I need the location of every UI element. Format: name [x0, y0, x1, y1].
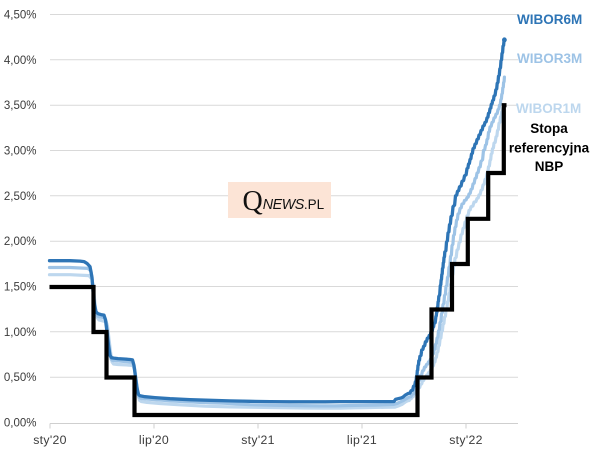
svg-text:lip'20: lip'20 [139, 433, 169, 447]
svg-text:0,00%: 0,00% [4, 418, 37, 430]
svg-text:sty'22: sty'22 [449, 433, 483, 447]
svg-text:4,00%: 4,00% [4, 55, 37, 67]
svg-text:3,00%: 3,00% [4, 146, 37, 158]
svg-text:1,50%: 1,50% [4, 282, 37, 294]
svg-text:WIBOR3M: WIBOR3M [517, 51, 582, 66]
svg-text:WIBOR1M: WIBOR1M [516, 101, 581, 116]
svg-text:NBP: NBP [535, 159, 564, 174]
svg-text:4,50%: 4,50% [4, 10, 37, 22]
svg-text:3,50%: 3,50% [4, 100, 37, 112]
svg-text:lip'21: lip'21 [347, 433, 377, 447]
svg-text:2,50%: 2,50% [4, 191, 37, 203]
svg-text:sty'21: sty'21 [241, 433, 275, 447]
svg-text:sty'20: sty'20 [33, 433, 67, 447]
svg-text:WIBOR6M: WIBOR6M [517, 12, 582, 27]
svg-text:referencyjna: referencyjna [509, 140, 590, 155]
svg-text:1,00%: 1,00% [4, 327, 37, 339]
svg-text:Stopa: Stopa [530, 121, 568, 136]
svg-text:0,50%: 0,50% [4, 372, 37, 384]
svg-text:2,00%: 2,00% [4, 236, 37, 248]
